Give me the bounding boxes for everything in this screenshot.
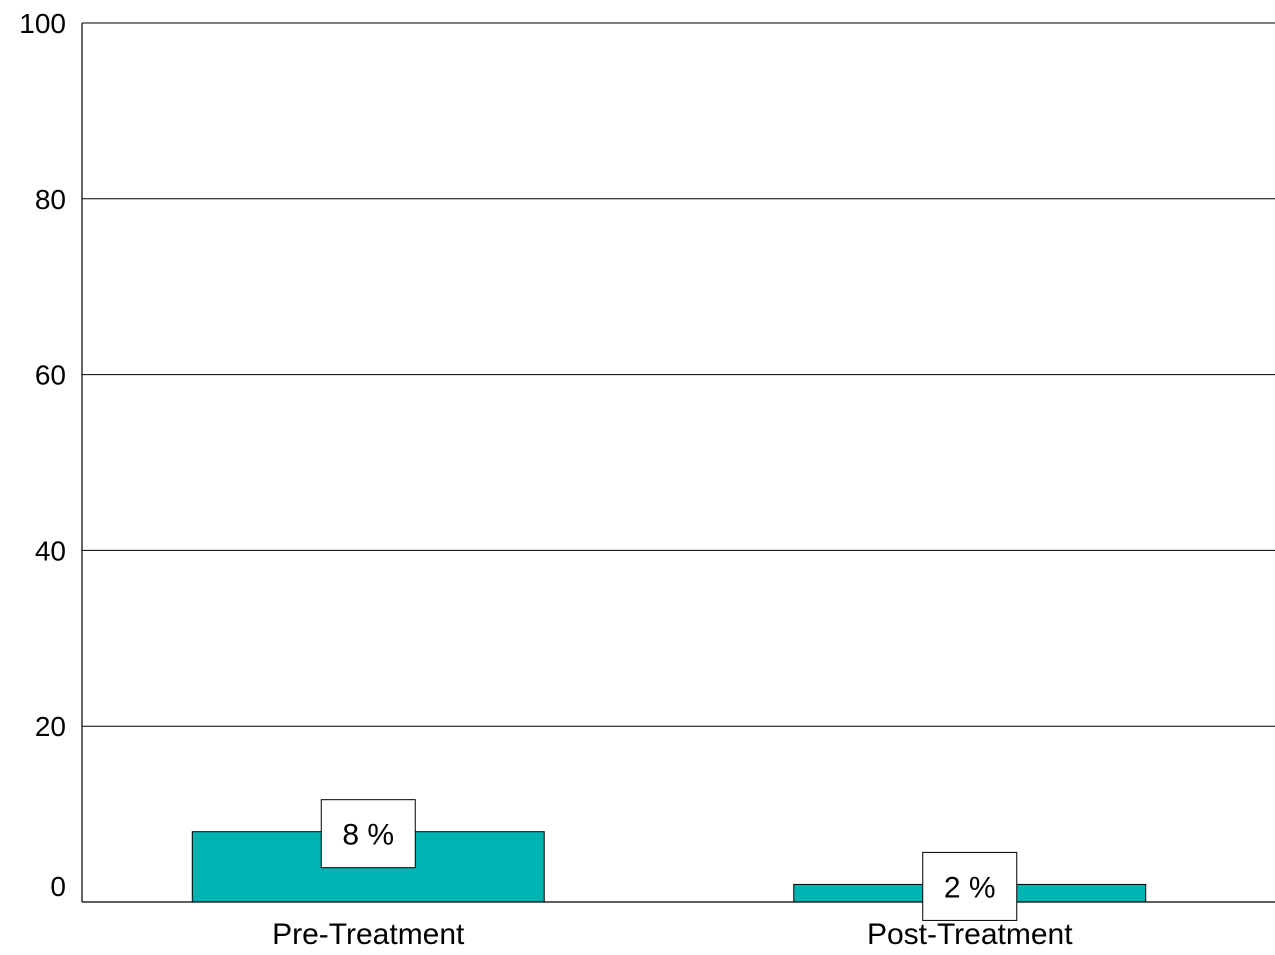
axes	[81, 23, 1275, 903]
data-label-box	[922, 851, 1018, 921]
x-category-label: Pre-Treatment	[272, 918, 465, 951]
x-category-label: Post-Treatment	[867, 918, 1073, 951]
data-label: 2 %	[944, 871, 996, 904]
y-tick-label: 40	[35, 535, 66, 566]
y-tick-label: 20	[35, 711, 66, 742]
x-category-labels: Pre-Treatment Post-Treatment	[272, 918, 1073, 951]
data-label: 8 %	[342, 819, 394, 852]
data-labels: 8 % 2 %	[320, 799, 1018, 921]
y-tick-label: 100	[19, 8, 66, 39]
data-label-box	[320, 799, 416, 869]
y-tick-label: 0	[50, 871, 66, 902]
y-tick-label: 60	[35, 360, 66, 391]
y-tick-labels: 0 20 40 60 80 100	[19, 8, 66, 902]
gridlines	[82, 22, 1275, 727]
y-tick-label: 80	[35, 184, 66, 215]
